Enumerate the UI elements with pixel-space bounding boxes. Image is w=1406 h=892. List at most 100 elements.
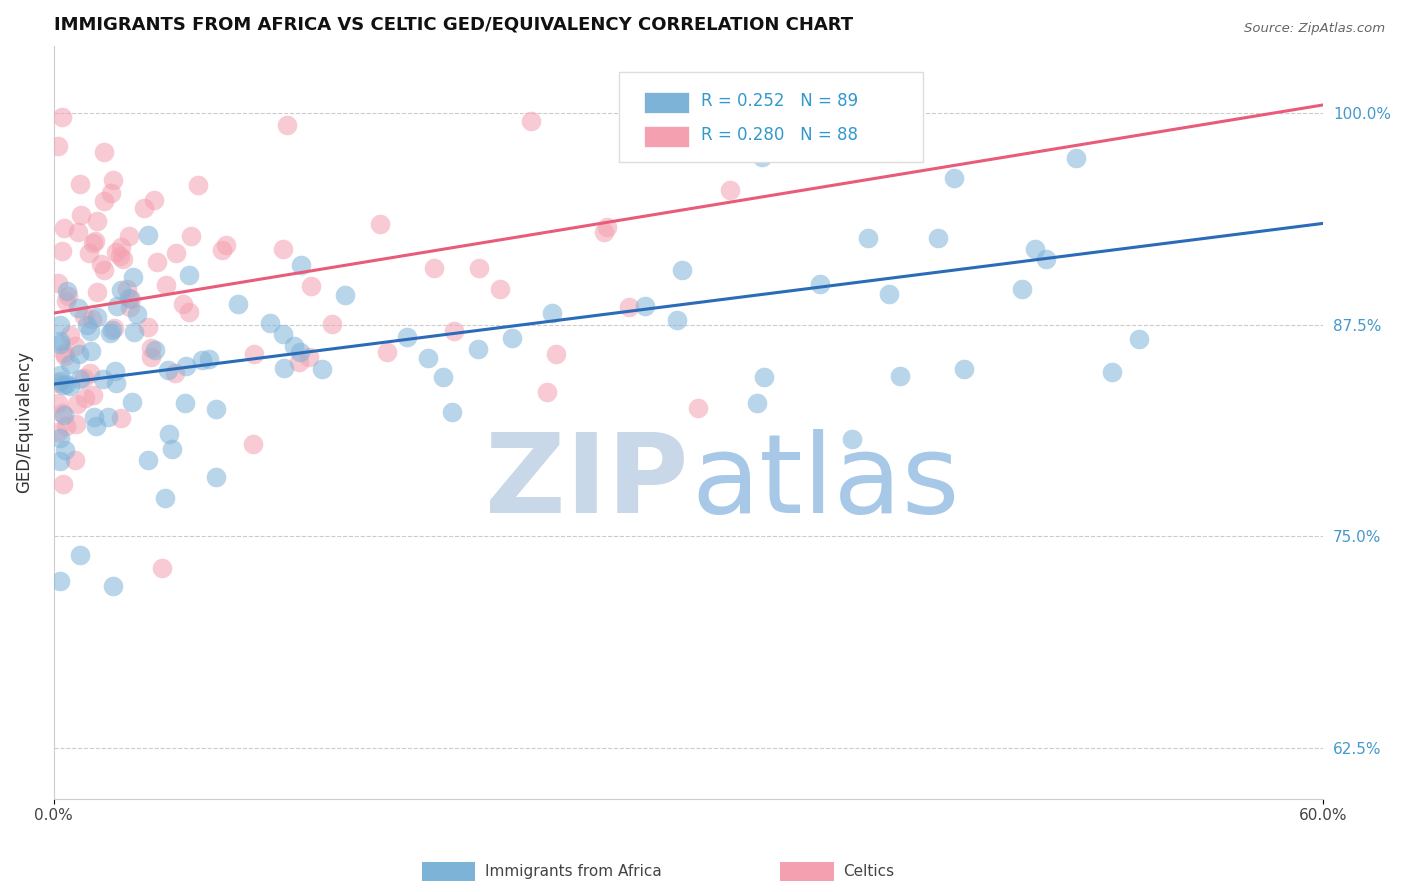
- Point: [49, 336, 72, 351]
- Point: [105, 245, 128, 260]
- Point: [166, 246, 188, 260]
- Point: [688, 401, 710, 416]
- Point: [103, 321, 125, 335]
- Point: [53, 349, 76, 363]
- Point: [288, 344, 311, 359]
- Point: [66, 397, 89, 411]
- Point: [273, 360, 295, 375]
- Point: [751, 150, 773, 164]
- Point: [55, 419, 77, 434]
- FancyBboxPatch shape: [644, 127, 689, 147]
- Point: [377, 344, 399, 359]
- Point: [146, 255, 169, 269]
- Point: [143, 194, 166, 208]
- Point: [143, 343, 166, 358]
- Point: [77, 245, 100, 260]
- Point: [136, 452, 159, 467]
- Point: [104, 376, 127, 390]
- Point: [51, 110, 73, 124]
- Point: [110, 283, 132, 297]
- Point: [104, 363, 127, 377]
- Point: [67, 225, 90, 239]
- Point: [889, 368, 911, 383]
- FancyBboxPatch shape: [619, 72, 924, 162]
- Point: [80, 344, 103, 359]
- Point: [1128, 333, 1150, 347]
- Point: [271, 242, 294, 256]
- Point: [52, 378, 75, 392]
- Point: [468, 260, 491, 275]
- Point: [101, 323, 124, 337]
- Point: [172, 297, 194, 311]
- Point: [79, 366, 101, 380]
- Point: [118, 292, 141, 306]
- Point: [541, 306, 564, 320]
- Point: [619, 300, 641, 314]
- Point: [745, 396, 768, 410]
- Point: [120, 293, 142, 307]
- Text: Celtics: Celtics: [844, 864, 894, 879]
- Point: [671, 263, 693, 277]
- Point: [51, 244, 73, 259]
- Point: [49, 431, 72, 445]
- Point: [93, 263, 115, 277]
- Point: [423, 260, 446, 275]
- Point: [536, 385, 558, 400]
- Point: [879, 286, 901, 301]
- Point: [105, 299, 128, 313]
- Point: [440, 405, 463, 419]
- Point: [1064, 151, 1087, 165]
- Point: [808, 277, 831, 291]
- Point: [93, 145, 115, 159]
- Point: [91, 372, 114, 386]
- Point: [72, 310, 94, 324]
- Point: [73, 371, 96, 385]
- Point: [139, 341, 162, 355]
- Point: [69, 177, 91, 191]
- Point: [173, 396, 195, 410]
- Text: Immigrants from Africa: Immigrants from Africa: [485, 864, 662, 879]
- Point: [101, 173, 124, 187]
- Point: [82, 235, 104, 250]
- Point: [86, 214, 108, 228]
- Point: [53, 442, 76, 457]
- Point: [136, 319, 159, 334]
- Text: R = 0.252   N = 89: R = 0.252 N = 89: [702, 92, 859, 110]
- Point: [276, 118, 298, 132]
- Point: [46, 395, 69, 409]
- Point: [49, 318, 72, 332]
- Point: [139, 350, 162, 364]
- Point: [283, 339, 305, 353]
- Point: [157, 427, 180, 442]
- Text: IMMIGRANTS FROM AFRICA VS CELTIC GED/EQUIVALENCY CORRELATION CHART: IMMIGRANTS FROM AFRICA VS CELTIC GED/EQU…: [53, 15, 853, 33]
- Point: [67, 301, 90, 315]
- Point: [177, 268, 200, 282]
- Point: [82, 388, 104, 402]
- Point: [204, 470, 226, 484]
- Text: atlas: atlas: [692, 429, 959, 536]
- Point: [69, 548, 91, 562]
- Point: [83, 234, 105, 248]
- Point: [51, 477, 73, 491]
- Point: [298, 351, 321, 365]
- Point: [67, 347, 90, 361]
- Point: [82, 312, 104, 326]
- Point: [198, 352, 221, 367]
- Point: [321, 317, 343, 331]
- Point: [59, 328, 82, 343]
- Point: [55, 294, 77, 309]
- Point: [49, 368, 72, 383]
- Point: [122, 270, 145, 285]
- Point: [211, 243, 233, 257]
- Y-axis label: GED/Equivalency: GED/Equivalency: [15, 351, 32, 493]
- Text: R = 0.280   N = 88: R = 0.280 N = 88: [702, 126, 858, 144]
- Point: [65, 452, 87, 467]
- Point: [311, 362, 333, 376]
- Point: [122, 325, 145, 339]
- Point: [69, 372, 91, 386]
- Point: [752, 370, 775, 384]
- Point: [333, 288, 356, 302]
- Point: [432, 370, 454, 384]
- Point: [1011, 282, 1033, 296]
- Point: [215, 237, 238, 252]
